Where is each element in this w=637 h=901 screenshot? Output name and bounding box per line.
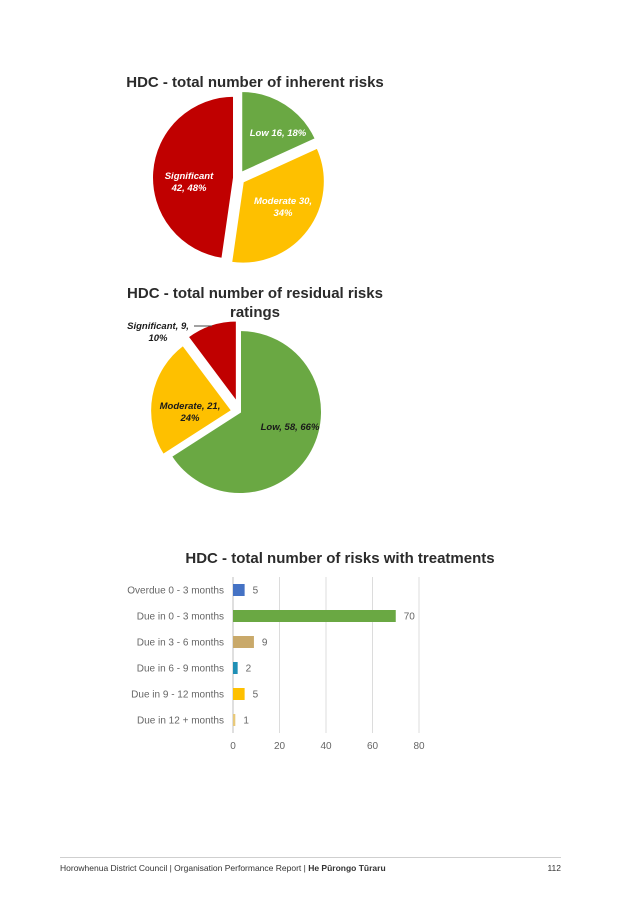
bar-value-label: 9 — [262, 638, 268, 649]
pie-slice-moderate — [149, 343, 234, 457]
x-tick-label: 60 — [367, 741, 379, 752]
footer-report-name: Horowhenua District Council | Organisati… — [60, 863, 386, 873]
pie-data-label-low: Low, 58, 66% — [261, 422, 320, 433]
category-label: Due in 9 - 12 months — [131, 690, 224, 701]
treatments-chart-title: HDC - total number of risks with treatme… — [185, 550, 495, 567]
pie-data-label-moderate: Moderate 30, 34% — [254, 196, 312, 219]
page-footer: Horowhenua District Council | Organisati… — [60, 857, 561, 873]
pie-data-label-significant: Significant 42, 48% — [165, 171, 214, 194]
x-tick-label: 0 — [230, 741, 236, 752]
bar — [233, 636, 254, 648]
bar-value-label: 70 — [404, 612, 416, 623]
residual-title-line2: ratings — [229, 304, 280, 321]
category-label: Due in 3 - 6 months — [137, 638, 224, 649]
category-label: Due in 0 - 3 months — [137, 612, 224, 623]
bar-value-label: 1 — [243, 716, 249, 727]
pie-data-label-significant: Significant, 9, 10% — [127, 321, 189, 344]
x-tick-label: 20 — [274, 741, 286, 752]
x-tick-label: 80 — [413, 741, 425, 752]
category-label: Overdue 0 - 3 months — [127, 586, 224, 597]
pie-slice-moderate — [230, 146, 326, 265]
bar — [233, 662, 238, 674]
inherent-risks-chart-title: HDC - total number of inherent risks — [126, 74, 384, 91]
footer-page-number: 112 — [547, 863, 561, 873]
bar — [233, 714, 236, 726]
bar-value-label: 5 — [253, 586, 259, 597]
bar — [233, 610, 396, 622]
pie-slice-low — [240, 89, 318, 175]
bar — [233, 584, 245, 596]
residual-title-line1: HDC - total number of residual risks — [127, 285, 383, 302]
pie-slice-significant — [151, 94, 236, 261]
pie-slice-low — [169, 328, 323, 495]
x-tick-label: 40 — [320, 741, 332, 752]
bar-value-label: 2 — [246, 664, 252, 675]
category-label: Due in 12 + months — [137, 716, 224, 727]
bar — [233, 688, 245, 700]
pie-data-label-moderate: Moderate, 21, 24% — [160, 401, 221, 424]
pie-data-label-low: Low 16, 18% — [250, 128, 307, 139]
category-label: Due in 6 - 9 months — [137, 664, 224, 675]
pie-slice-significant — [186, 319, 238, 406]
residual-risks-chart-title: HDC - total number of residual risks rat… — [110, 284, 400, 322]
bar-value-label: 5 — [253, 690, 259, 701]
